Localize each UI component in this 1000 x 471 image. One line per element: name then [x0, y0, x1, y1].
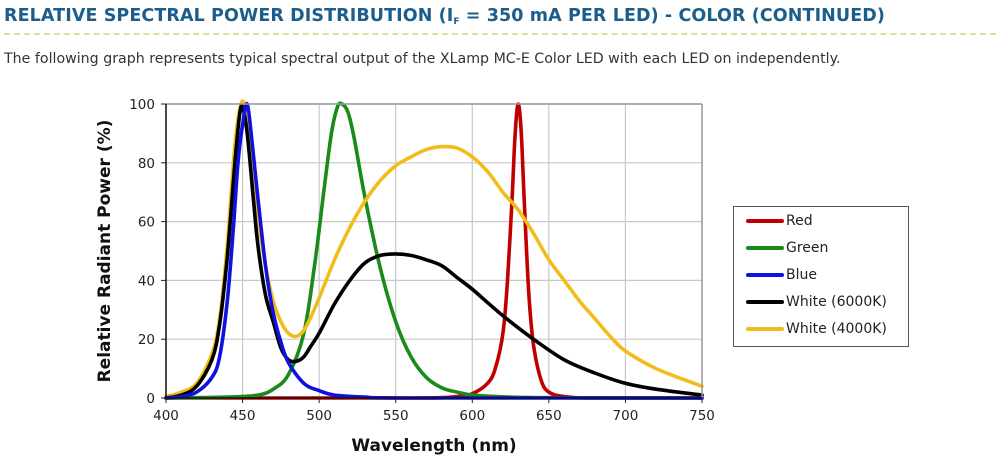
axes: [161, 103, 703, 403]
y-tick-label: 100: [129, 97, 155, 113]
x-tick-label: 600: [459, 408, 485, 424]
page-title: RELATIVE SPECTRAL POWER DISTRIBUTION (IF…: [4, 6, 998, 27]
x-tick-label: 450: [230, 408, 256, 424]
series-white-4000k: [164, 99, 704, 399]
series-green: [164, 101, 704, 400]
legend-item-white-6000k: White (6000K): [746, 292, 887, 312]
x-tick-label: 750: [689, 408, 715, 424]
legend-swatch-white-4000k: [746, 327, 784, 331]
y-tick-label: 40: [138, 273, 155, 289]
title-text-main: RELATIVE SPECTRAL POWER DISTRIBUTION (I: [4, 6, 454, 26]
legend-item-white-4000k: White (4000K): [746, 319, 887, 339]
series-white-6000k: [164, 103, 704, 400]
y-axis-title: Relative Radiant Power (%): [95, 120, 115, 383]
legend-label: Green: [786, 240, 829, 256]
y-tick-label: 20: [138, 332, 155, 348]
x-tick-label: 400: [153, 408, 179, 424]
x-tick-label: 550: [383, 408, 409, 424]
legend-swatch-blue: [746, 273, 784, 277]
legend-swatch-white-6000k: [746, 300, 784, 304]
title-subscript: F: [453, 17, 460, 27]
x-tick-label: 500: [306, 408, 332, 424]
y-tick-label: 60: [138, 215, 155, 231]
legend-item-green: Green: [746, 238, 828, 258]
legend-item-red: Red: [746, 211, 813, 231]
legend-swatch-red: [746, 219, 784, 223]
x-tick-label: 650: [536, 408, 562, 424]
x-tick-label: 700: [613, 408, 639, 424]
x-axis-title: Wavelength (nm): [351, 436, 516, 456]
tick-labels: 400 450 500 550 600 650 700 750 0 20 40 60 80 100: [129, 97, 715, 424]
legend-swatch-green: [746, 246, 784, 250]
legend-label: Red: [786, 213, 813, 229]
series-blue: [164, 101, 704, 400]
series-group: [164, 99, 704, 400]
intro-text: The following graph represents typical s…: [4, 51, 841, 67]
legend: Red Green Blue White (6000K) White (4000…: [733, 206, 909, 347]
legend-label: White (4000K): [786, 321, 887, 337]
title-divider: [4, 33, 996, 35]
legend-label: Blue: [786, 267, 817, 283]
y-tick-label: 80: [138, 156, 155, 172]
legend-item-blue: Blue: [746, 265, 817, 285]
legend-label: White (6000K): [786, 294, 887, 310]
title-text-rest: = 350 mA PER LED) - COLOR (CONTINUED): [459, 6, 886, 26]
y-tick-label: 0: [146, 391, 155, 407]
